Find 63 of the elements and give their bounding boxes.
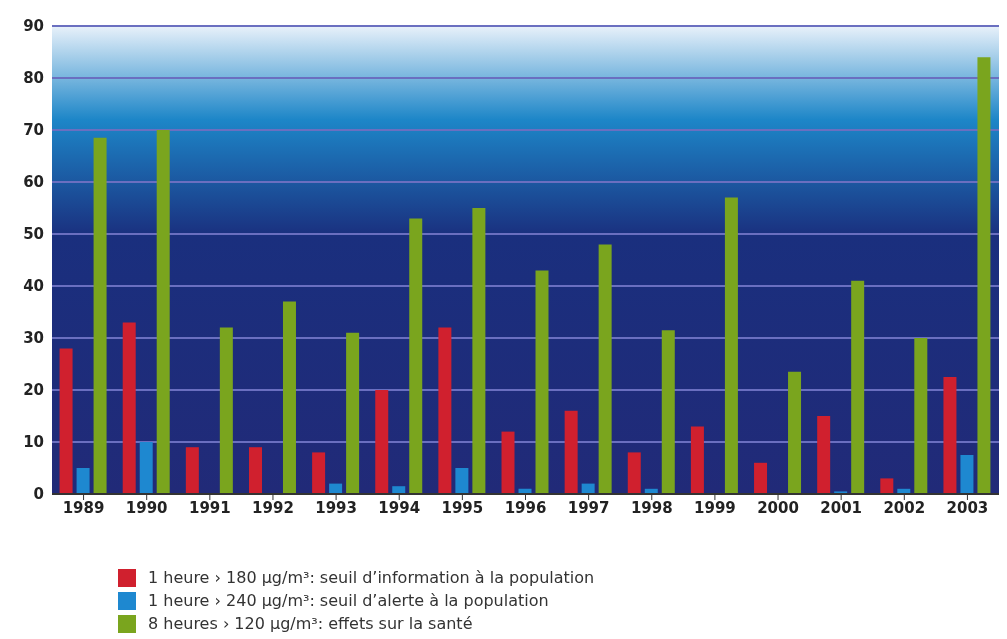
bar	[392, 486, 406, 494]
x-tick-label: 2003	[946, 498, 989, 517]
y-tick-label: 30	[23, 329, 44, 348]
bar	[627, 452, 641, 494]
y-tick-label: 0	[33, 485, 44, 504]
x-tick-label: 1995	[441, 498, 484, 517]
x-tick-label: 1991	[188, 498, 231, 517]
x-tick-label: 1998	[630, 498, 673, 517]
bar	[312, 452, 326, 494]
x-tick-label: 1997	[567, 498, 610, 517]
bar	[851, 280, 865, 494]
y-tick-label: 20	[23, 381, 44, 400]
bar	[76, 468, 90, 494]
x-tick-label: 1993	[315, 498, 357, 517]
x-tick-label: 1992	[252, 498, 294, 517]
bar	[156, 130, 170, 494]
bar	[139, 442, 153, 494]
bar	[817, 416, 831, 494]
y-tick-label: 10	[23, 433, 44, 452]
bar	[598, 244, 612, 494]
bar	[455, 468, 469, 494]
bar	[943, 377, 957, 494]
bar	[977, 57, 991, 494]
bar	[690, 426, 704, 494]
bar	[59, 348, 73, 494]
y-tick-label: 60	[23, 173, 44, 192]
bar	[564, 410, 578, 494]
bar	[724, 197, 738, 494]
bar	[501, 431, 515, 494]
legend-label: 1 heure › 180 µg/m³: seuil d’information à la population	[148, 568, 595, 587]
legend-label: 1 heure › 240 µg/m³: seuil d’alerte à la population	[148, 591, 549, 610]
y-tick-label: 50	[23, 225, 44, 244]
y-tick-label: 70	[23, 121, 44, 140]
x-tick-label: 2001	[820, 498, 863, 517]
bar	[880, 478, 894, 494]
y-tick-label: 40	[23, 277, 44, 296]
bar	[93, 137, 107, 494]
bar	[346, 332, 360, 494]
bar	[960, 455, 974, 494]
x-tick-label: 1996	[504, 498, 547, 517]
x-tick-label: 1989	[62, 498, 105, 517]
bar	[185, 447, 199, 494]
bar	[122, 322, 136, 494]
x-tick-label: 1999	[694, 498, 736, 517]
bar	[375, 390, 389, 494]
legend-label: 8 heures › 120 µg/m³: effets sur la santé	[148, 614, 473, 633]
x-tick-label: 2002	[883, 498, 926, 517]
y-tick-label: 80	[23, 69, 44, 88]
bar	[535, 270, 549, 494]
bar	[219, 327, 233, 494]
bar	[409, 218, 423, 494]
bar	[248, 447, 262, 494]
x-tick-label: 1994	[378, 498, 421, 517]
x-tick-label: 2000	[757, 498, 799, 517]
bar	[788, 371, 802, 494]
bar	[282, 301, 296, 494]
y-tick-label: 90	[23, 17, 44, 36]
bar	[438, 327, 452, 494]
bar	[754, 462, 768, 494]
bar	[661, 330, 675, 494]
x-tick-label: 1990	[125, 498, 168, 517]
bar	[472, 208, 486, 494]
bar	[914, 338, 928, 494]
